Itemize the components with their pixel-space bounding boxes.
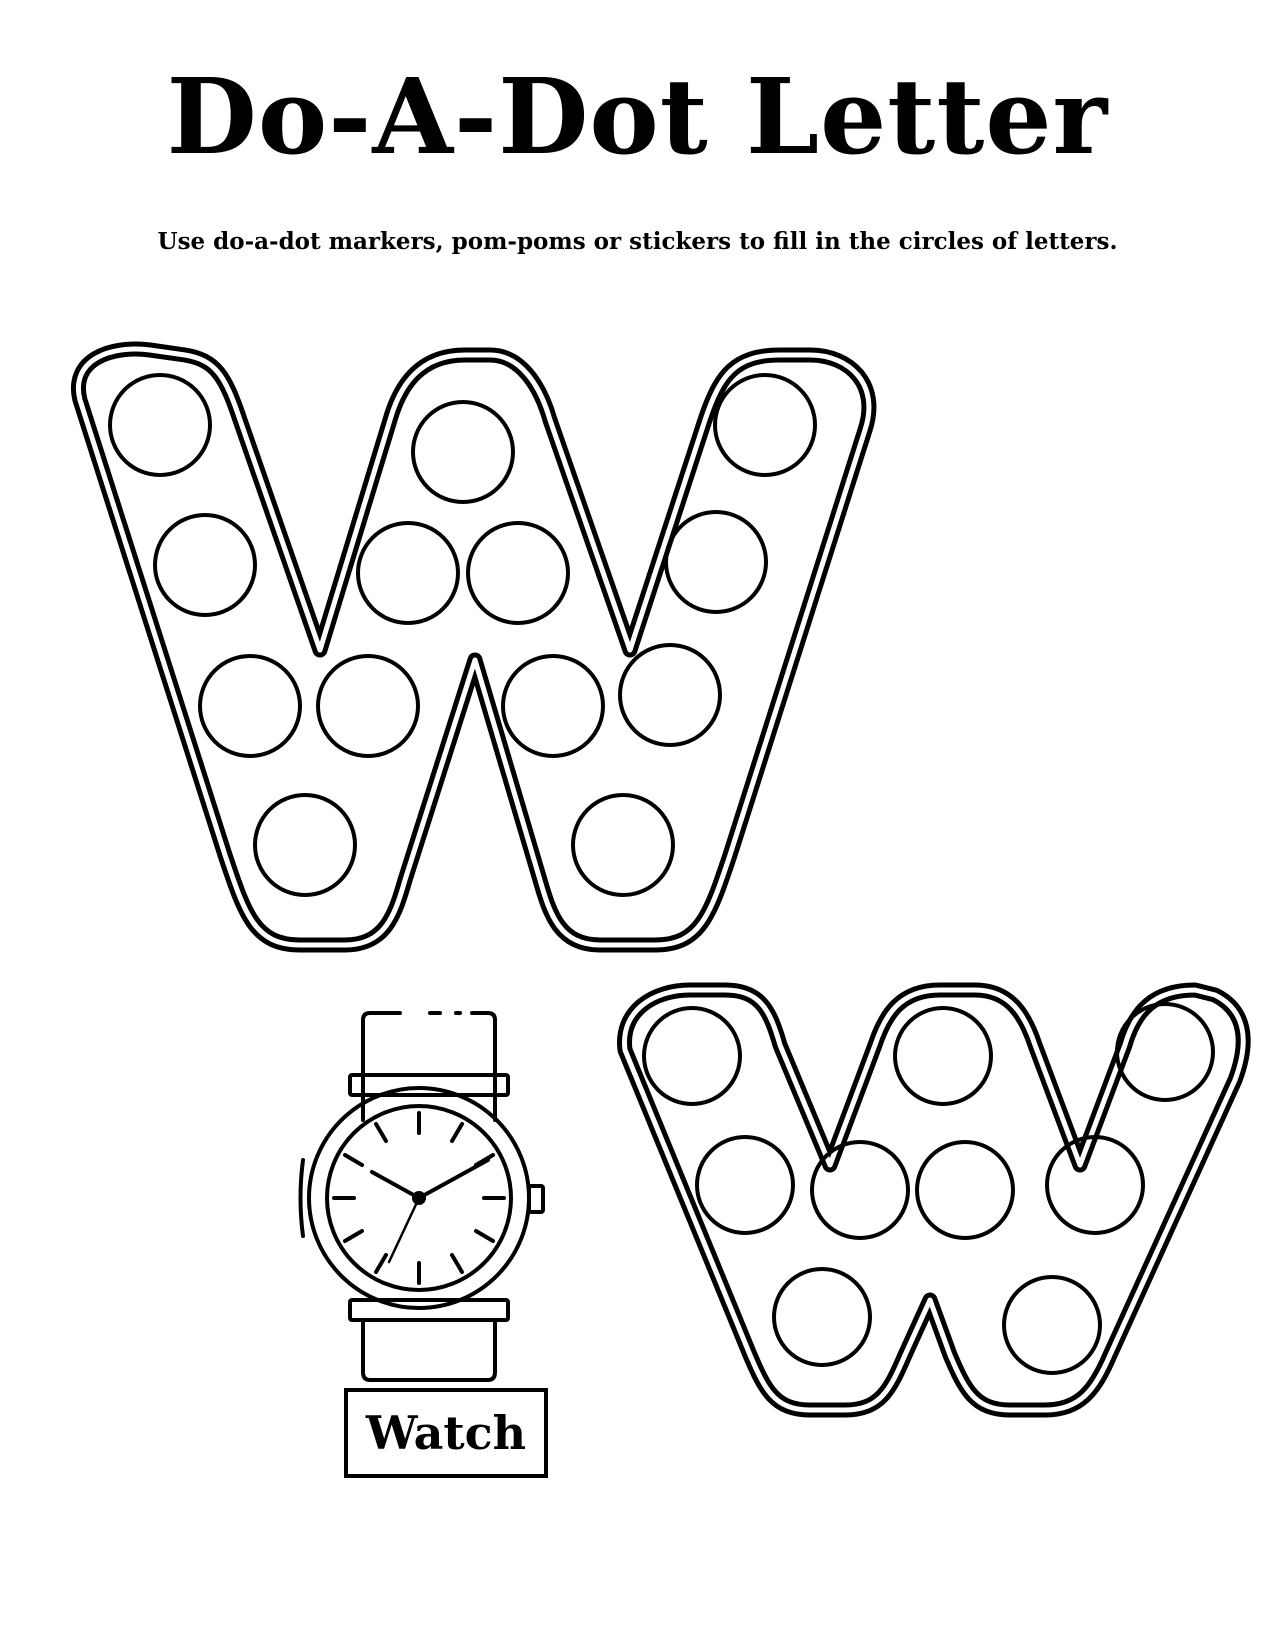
- lowercase-w-letter: [617, 982, 1251, 1418]
- dot-circle[interactable]: [198, 654, 302, 758]
- dot-circle[interactable]: [316, 654, 420, 758]
- picture-word-label: Watch: [344, 1388, 548, 1478]
- dot-circle[interactable]: [664, 510, 768, 614]
- dot-circle[interactable]: [618, 643, 722, 747]
- dot-circle[interactable]: [571, 793, 675, 897]
- dot-circle[interactable]: [411, 400, 515, 504]
- dot-circle[interactable]: [501, 654, 605, 758]
- page-title: Do-A-Dot Letter: [166, 55, 1109, 178]
- dot-circle[interactable]: [466, 521, 570, 625]
- instructions-text: Use do-a-dot markers, pom-poms or sticke…: [157, 228, 1118, 255]
- dot-circle[interactable]: [695, 1135, 795, 1235]
- picture-word: Watch: [365, 1406, 527, 1460]
- dot-circle[interactable]: [1115, 1002, 1215, 1102]
- dot-circle[interactable]: [642, 1006, 742, 1106]
- dot-circle[interactable]: [810, 1140, 910, 1240]
- wristwatch-icon: [298, 1011, 545, 1382]
- dot-circle[interactable]: [1002, 1275, 1102, 1375]
- dot-circle[interactable]: [1045, 1135, 1145, 1235]
- dot-circle[interactable]: [153, 513, 257, 617]
- dot-circle[interactable]: [253, 793, 357, 897]
- dot-circle[interactable]: [108, 373, 212, 477]
- dot-circle[interactable]: [356, 521, 460, 625]
- dot-circle[interactable]: [713, 373, 817, 477]
- uppercase-w-letter: [71, 341, 877, 953]
- dot-circle[interactable]: [915, 1140, 1015, 1240]
- dot-circle[interactable]: [772, 1267, 872, 1367]
- dot-circle[interactable]: [893, 1006, 993, 1106]
